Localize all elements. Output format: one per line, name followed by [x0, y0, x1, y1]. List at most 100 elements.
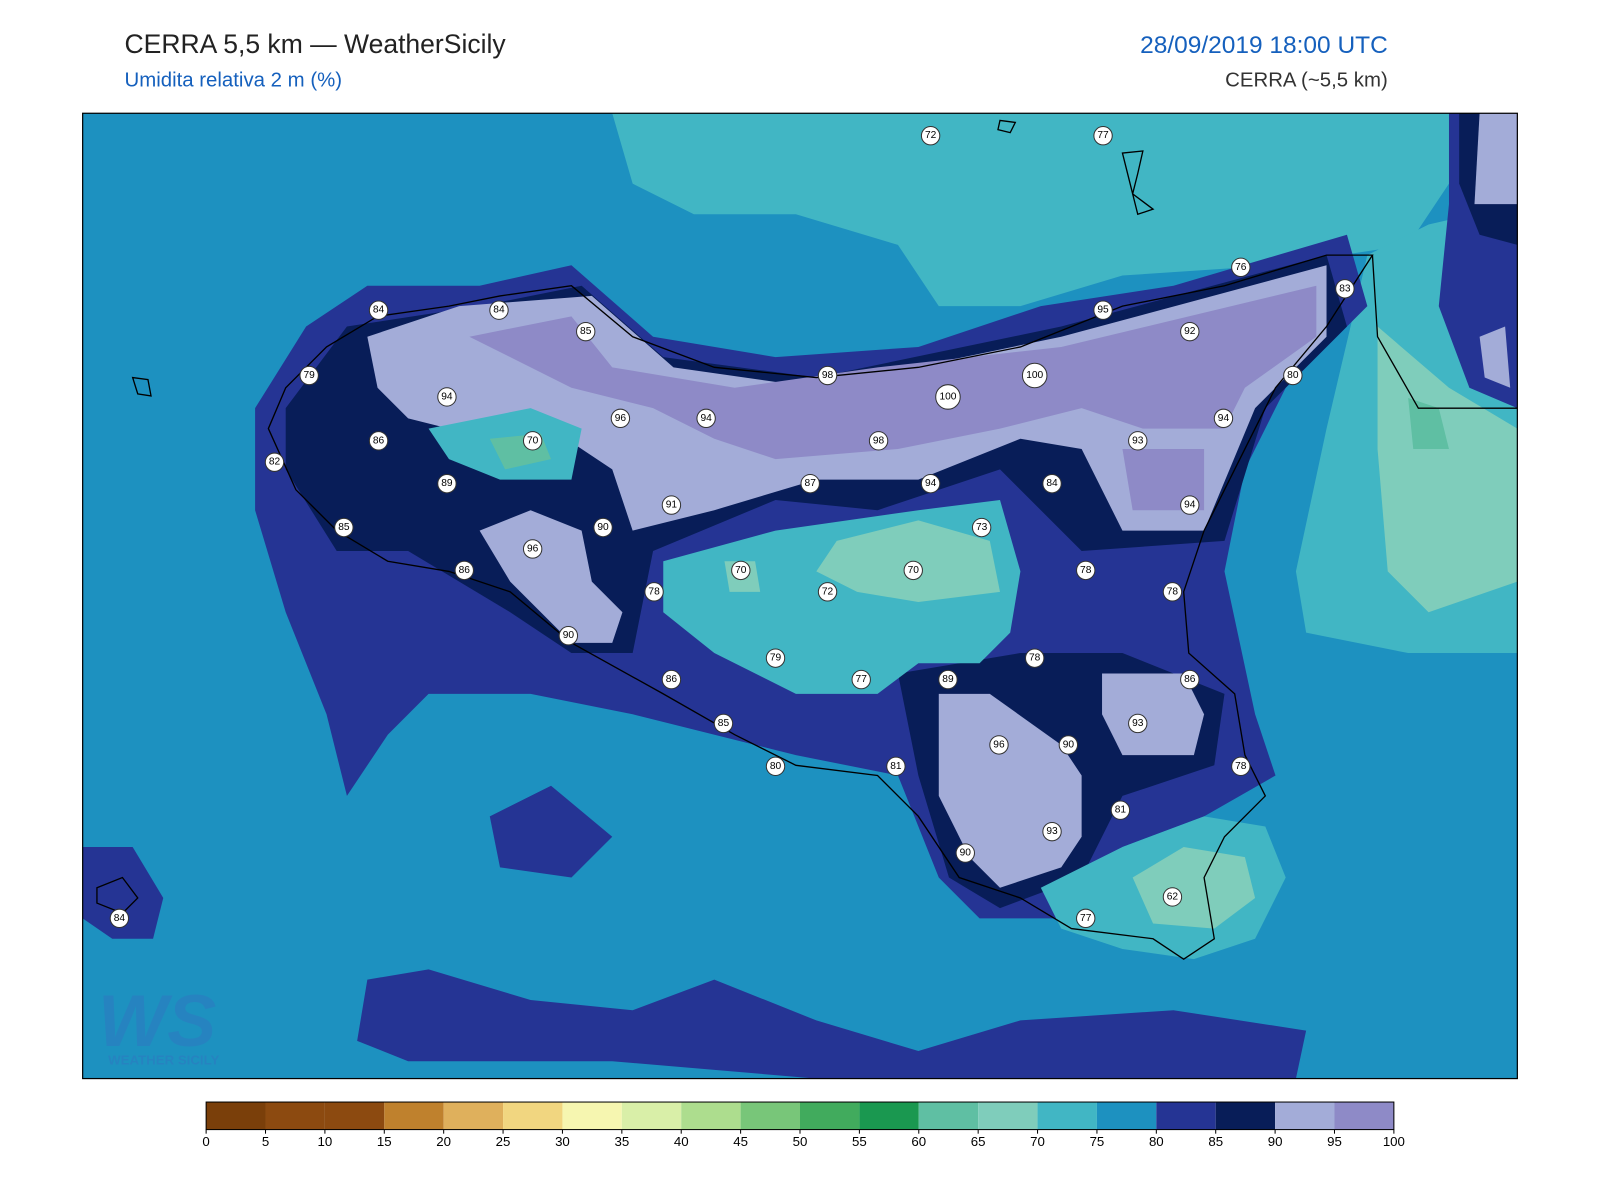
station-value: 84 [114, 913, 126, 924]
colorbar-tick-label: 60 [911, 1134, 926, 1149]
station-value: 78 [648, 586, 660, 597]
station: 84 [109, 908, 130, 929]
station-value: 62 [1167, 891, 1179, 902]
colorbar-swatch [1096, 1102, 1157, 1130]
station: 83 [1335, 279, 1355, 299]
station-marker [593, 517, 613, 538]
station-marker [817, 582, 838, 602]
station: 80 [1283, 365, 1303, 386]
station-value: 98 [873, 435, 885, 446]
station: 62 [1162, 887, 1183, 907]
station: 94 [920, 473, 941, 494]
station-marker [437, 387, 457, 407]
station: 79 [765, 648, 786, 668]
station-value: 82 [269, 457, 281, 468]
station: 82 [264, 452, 285, 472]
station-marker [489, 300, 509, 320]
station-marker [1162, 887, 1183, 907]
station-value: 98 [822, 370, 834, 381]
station: 93 [1128, 431, 1148, 451]
station: 84 [1042, 473, 1062, 494]
station-value: 94 [925, 478, 937, 489]
station: 94 [1180, 495, 1200, 515]
colorbar-tick-label: 90 [1268, 1134, 1283, 1149]
station-marker [1058, 735, 1079, 755]
logo: WS WEATHER SICILY [98, 979, 220, 1067]
station-marker [644, 582, 664, 602]
station: 96 [522, 539, 543, 559]
station: 72 [817, 582, 838, 602]
station-value: 78 [1029, 653, 1041, 664]
station-marker [1283, 365, 1303, 386]
colorbar-tick-label: 50 [793, 1134, 808, 1149]
station: 91 [661, 495, 682, 515]
station-value: 86 [666, 674, 678, 685]
station: 100 [935, 384, 961, 410]
station: 77 [1076, 908, 1096, 929]
station-marker [696, 408, 716, 429]
station-marker [368, 300, 389, 320]
colorbar-tick-label: 75 [1090, 1134, 1105, 1149]
colorbar-swatch [384, 1102, 444, 1130]
station-marker [661, 495, 682, 515]
station: 85 [334, 517, 354, 538]
station-marker [368, 431, 389, 451]
colorbar-tick-label: 15 [377, 1134, 392, 1149]
colorbar-swatch [1156, 1102, 1216, 1130]
station-value: 84 [1046, 478, 1058, 489]
station-marker [1093, 126, 1113, 146]
station: 96 [989, 735, 1009, 755]
station-marker [558, 626, 579, 646]
station: 78 [1231, 756, 1251, 777]
station-value: 78 [1235, 761, 1247, 772]
station-value: 78 [1080, 565, 1092, 576]
colorbar-swatch [265, 1102, 325, 1130]
station-marker [938, 669, 958, 690]
station-marker [264, 452, 285, 472]
map [82, 113, 1518, 1079]
station-marker [1180, 495, 1200, 515]
station-value: 79 [770, 653, 782, 664]
station: 77 [851, 669, 871, 690]
colorbar-tick-label: 100 [1383, 1134, 1405, 1149]
station-value: 96 [993, 739, 1005, 750]
station: 86 [1180, 669, 1200, 690]
colorbar-swatch [1215, 1102, 1276, 1130]
station-marker [299, 365, 319, 386]
station-marker [334, 517, 354, 538]
colorbar-swatch [503, 1102, 563, 1130]
station-value: 93 [1046, 826, 1058, 837]
station: 81 [886, 756, 906, 777]
station: 95 [1093, 300, 1113, 320]
station-value: 95 [1097, 305, 1109, 316]
station-marker [454, 560, 474, 581]
station-marker [817, 365, 838, 386]
station-marker [1128, 431, 1148, 451]
station-value: 85 [580, 326, 592, 337]
station-marker [437, 473, 457, 494]
station-marker [971, 517, 992, 538]
station-marker [1213, 408, 1234, 429]
station-value: 72 [925, 130, 937, 141]
station: 70 [731, 560, 751, 581]
station: 94 [696, 408, 716, 429]
station: 93 [1128, 713, 1148, 734]
station-marker [1076, 908, 1096, 929]
station-value: 96 [615, 413, 627, 424]
station: 78 [1076, 560, 1096, 581]
station: 84 [489, 300, 509, 320]
station-value: 76 [1235, 262, 1247, 273]
station: 94 [1213, 408, 1234, 429]
station: 86 [368, 431, 389, 451]
station-marker [800, 473, 820, 494]
stations: 72 77 76 83 84 84 85 95 92 79 98 100 100 80 94 96 94 94 86… [109, 126, 1355, 929]
station: 89 [938, 669, 958, 690]
station: 98 [868, 431, 889, 451]
station-value: 80 [1287, 370, 1299, 381]
station: 92 [1180, 321, 1200, 342]
station-marker [576, 321, 596, 342]
station-value: 77 [1080, 913, 1092, 924]
station-marker [1335, 279, 1355, 299]
station-marker [868, 431, 889, 451]
station-value: 94 [1218, 413, 1230, 424]
